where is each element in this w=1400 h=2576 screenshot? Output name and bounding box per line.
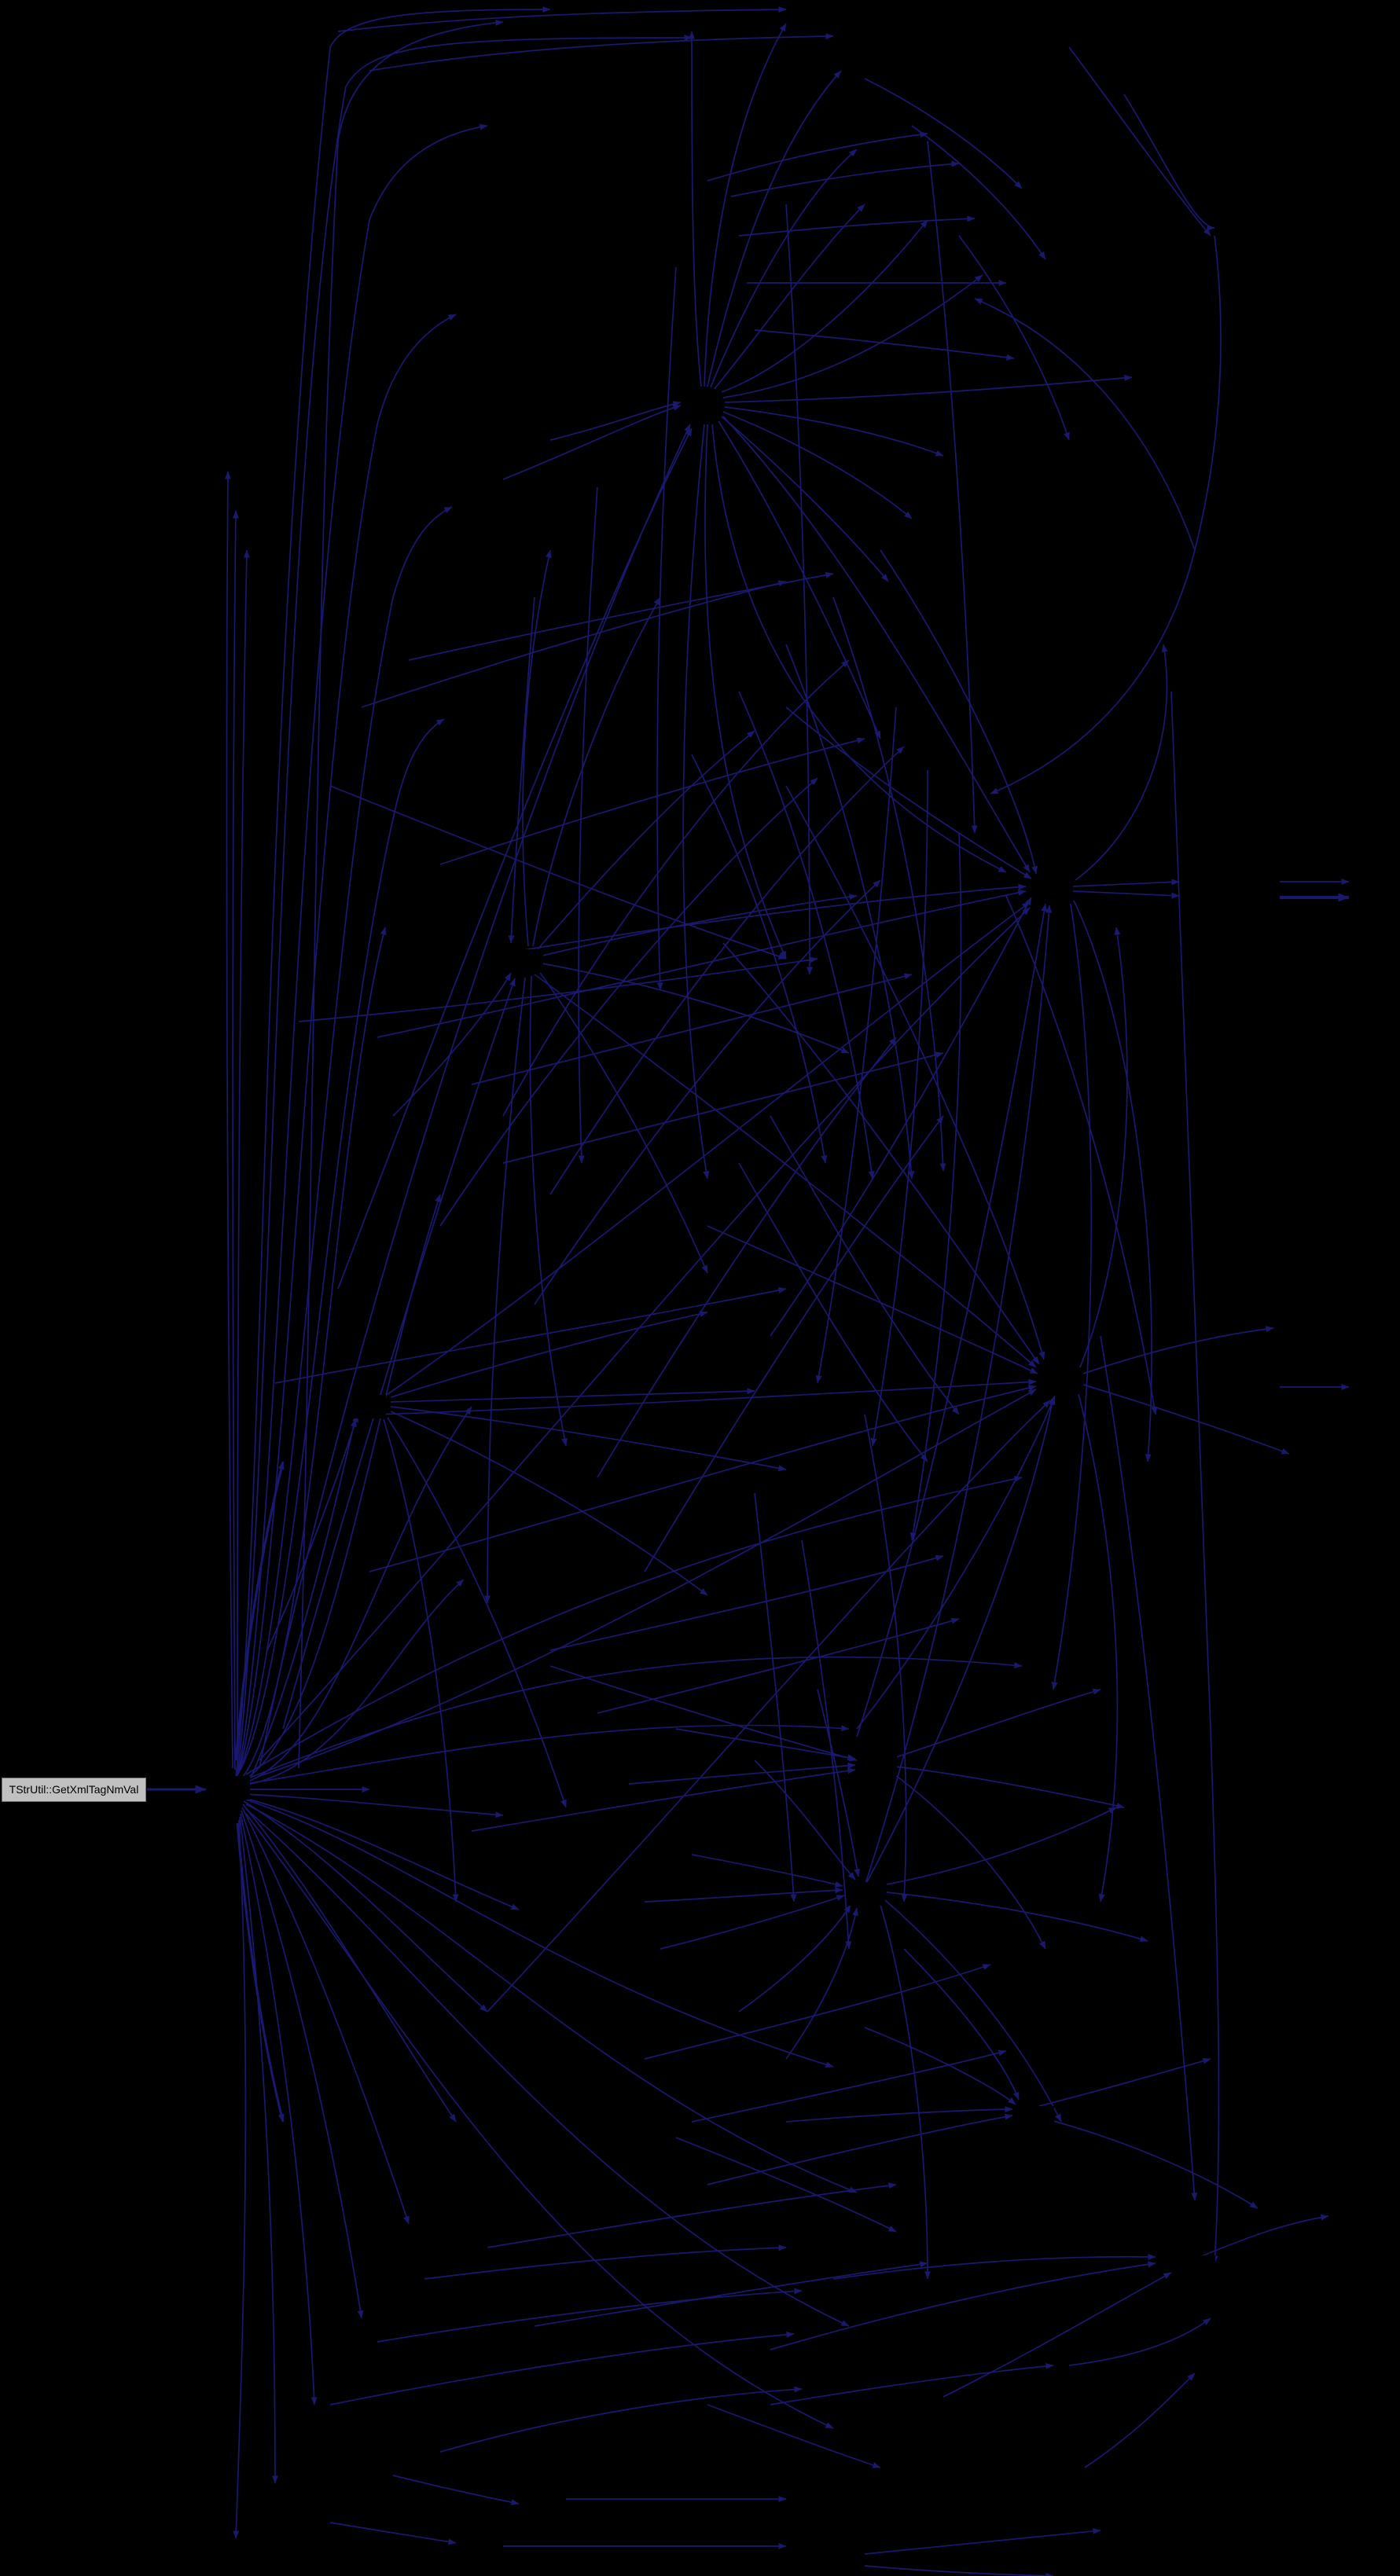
graph-node[interactable] (685, 389, 722, 413)
graph-node[interactable] (849, 1882, 885, 1906)
graph-node[interactable] (350, 1395, 386, 1418)
graph-node[interactable] (214, 1776, 250, 1800)
graph-node[interactable] (1018, 2106, 1054, 2130)
graph-node[interactable] (1179, 2255, 1215, 2279)
graph-node[interactable] (861, 1752, 897, 1776)
graph-node[interactable] (1044, 1367, 1080, 1391)
graph-node[interactable] (507, 949, 543, 973)
graph-node-root[interactable]: TStrUtil::GetXmlTagNmVal (2, 1778, 146, 1802)
graph-node[interactable] (1036, 876, 1072, 900)
